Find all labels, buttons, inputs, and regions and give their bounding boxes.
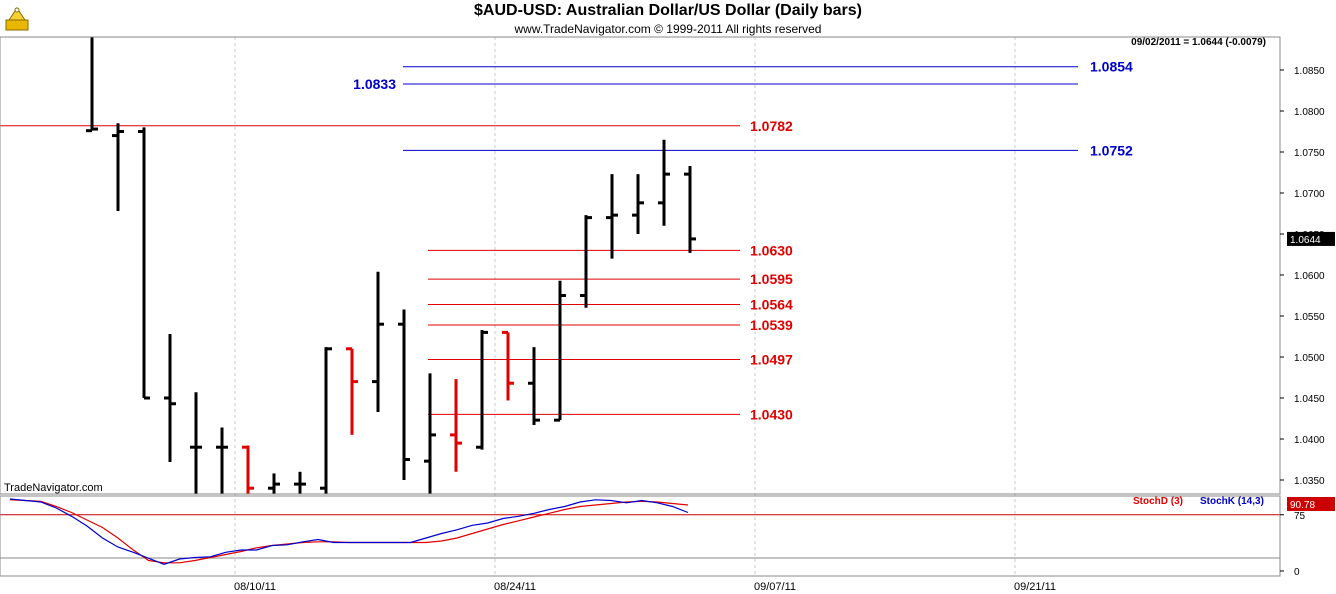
stochastic-panel <box>0 498 1280 565</box>
y-tick-label: 1.0350 <box>1294 476 1325 487</box>
ohlc-bar <box>398 309 410 480</box>
legend-stochd: StochD (3) <box>1133 496 1183 507</box>
stoch-line <box>9 498 689 565</box>
ohlc-bar <box>164 334 176 462</box>
stoch-panel-frame <box>0 495 1281 577</box>
ohlc-bar <box>580 215 592 308</box>
y-tick-label: 1.0850 <box>1294 66 1325 77</box>
ohlc-bar <box>684 165 696 253</box>
ohlc-bar <box>320 347 332 494</box>
ohlc-bar <box>346 347 358 435</box>
ohlc-bar <box>476 329 488 450</box>
ohlc-bar <box>372 271 384 412</box>
ohlc-bar <box>658 139 670 226</box>
ohlc-bar <box>450 379 462 472</box>
level-label: 1.0595 <box>750 271 793 287</box>
level-label: 1.0854 <box>1090 59 1133 75</box>
ohlc-bar <box>606 174 618 259</box>
price-levels: 1.0854 1.0833 1.0782 1.0752 1.0630 1.0595 1.05… <box>0 59 1133 422</box>
stoch-y-label: 0 <box>1294 567 1300 578</box>
ohlc-group <box>86 37 696 494</box>
ohlc-bar <box>190 392 202 494</box>
ohlc-bar <box>86 37 98 133</box>
ohlc-bar <box>138 127 150 400</box>
ohlc-bar <box>242 445 254 494</box>
level-label: 1.0539 <box>750 317 793 333</box>
x-tick-label: 09/07/11 <box>754 581 796 593</box>
level-label: 1.0752 <box>1090 142 1133 158</box>
y-tick-label: 1.0800 <box>1294 107 1325 118</box>
ohlc-bar <box>424 373 436 494</box>
legend-stochk: StochK (14,3) <box>1200 496 1264 507</box>
y-tick-label: 1.0750 <box>1294 148 1325 159</box>
chart-title: $AUD-USD: Australian Dollar/US Dollar (D… <box>474 2 862 19</box>
ohlc-bar <box>554 280 566 422</box>
axes: 08/10/11 08/24/11 09/07/11 09/21/11 1.0350 1.… <box>0 36 1335 593</box>
level-label: 1.0630 <box>750 242 793 258</box>
ohlc-bar <box>112 123 124 212</box>
price-bars <box>86 37 696 494</box>
watermark-text: TradeNavigator.com <box>4 482 103 494</box>
last-price-label: 1.0644 <box>1290 235 1321 246</box>
y-tick-label: 1.0500 <box>1294 353 1325 364</box>
y-tick-label: 1.0700 <box>1294 189 1325 200</box>
y-tick-label: 1.0600 <box>1294 271 1325 282</box>
stoch-last-box <box>1287 497 1335 511</box>
level-label: 1.0497 <box>750 351 793 367</box>
x-tick-label: 08/10/11 <box>234 581 276 593</box>
x-tick-label: 09/21/11 <box>1014 581 1056 593</box>
ohlc-bar <box>268 473 280 494</box>
y-tick-label: 1.0450 <box>1294 394 1325 405</box>
x-tick-label: 08/24/11 <box>494 581 536 593</box>
stoch-line <box>9 499 689 564</box>
price-panel-frame <box>0 36 1281 495</box>
ohlc-bar <box>502 330 514 401</box>
tradenavigator-logo-icon <box>5 7 29 31</box>
ohlc-bar <box>294 471 306 494</box>
last-price-box <box>1287 231 1335 246</box>
ohlc-bar <box>528 347 540 426</box>
level-label: 1.0430 <box>750 406 793 422</box>
ohlc-bar <box>632 174 644 234</box>
stoch-last-label: 90.78 <box>1290 500 1315 511</box>
chart-grid <box>234 37 1016 576</box>
level-label: 1.0564 <box>750 297 793 313</box>
level-label: 1.0782 <box>750 118 793 134</box>
last-price-info: 09/02/2011 = 1.0644 (-0.0079) <box>1131 37 1266 48</box>
ohlc-bar <box>216 427 228 494</box>
copyright-text: www.TradeNavigator.com © 1999-2011 All r… <box>514 22 822 36</box>
stoch-y-label: 75 <box>1294 511 1306 522</box>
level-label: 1.0833 <box>353 76 396 92</box>
y-tick-label: 1.0400 <box>1294 435 1325 446</box>
y-tick-label: 1.0550 <box>1294 312 1325 323</box>
